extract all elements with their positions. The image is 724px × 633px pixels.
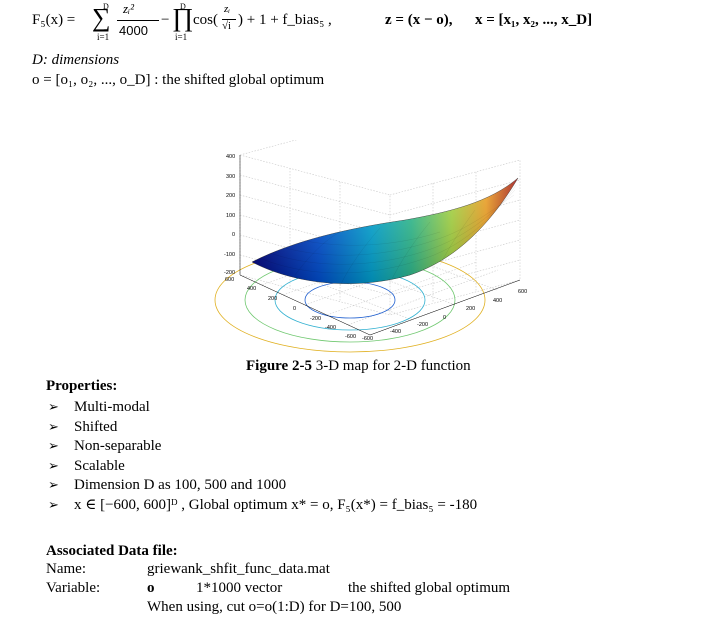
sum-bottom: i=1: [97, 32, 110, 42]
formula-lhs: F₅(x) =: [32, 12, 76, 28]
z-tick-label: -200: [224, 270, 235, 276]
figure-caption: Figure 2-5 3-D map for 2-D function: [246, 358, 471, 374]
datafile-variable-size: 1*1000 vector: [196, 580, 283, 596]
datafile-name-value: griewank_shfit_func_data.mat: [147, 561, 330, 577]
x-axis-ticks: 600 400 200 0 -200 -400 -600: [362, 289, 527, 342]
datafile-heading: Associated Data file:: [46, 543, 178, 559]
sum-symbol: ∑: [92, 3, 111, 32]
z-tick-label: 200: [226, 193, 235, 199]
minus-sign: −: [161, 12, 170, 28]
y-tick-label: -400: [325, 325, 336, 331]
y-tick-label: 600: [225, 277, 234, 283]
list-item: ➢ x ∈ [−600, 600]ᴰ , Global optimum x* = …: [48, 496, 477, 516]
z-tick-label: 0: [232, 232, 235, 238]
datafile-note: When using, cut o=o(1:D) for D=100, 500: [147, 599, 402, 615]
datafile-variable-label: Variable:: [46, 580, 101, 596]
arrow-bullet-icon: ➢: [48, 439, 59, 454]
y-tick-label: 200: [268, 296, 277, 302]
cos-numerator: zᵢ: [224, 3, 231, 15]
x-tick-label: 200: [466, 306, 475, 312]
griewank-3d-surface-figure: 400 300 200 100 0 -100 -200 600 400 200 …: [214, 140, 527, 353]
optimum-definition: o = [o₁, o₂, ..., o_D] : the shifted glo…: [32, 72, 325, 88]
frac-bar: [117, 20, 159, 21]
cos-denominator: √i: [222, 20, 232, 32]
x-tick-label: 400: [493, 298, 502, 304]
z-tick-label: 400: [226, 154, 235, 160]
properties-heading: Properties:: [46, 378, 118, 394]
prod-symbol: ∏: [172, 3, 194, 32]
list-item: ➢ Multi-modal: [48, 398, 477, 418]
arrow-bullet-icon: ➢: [48, 458, 59, 474]
prod-bottom: i=1: [175, 32, 188, 42]
list-item: ➢ Shifted: [48, 418, 477, 438]
sum-top: D: [103, 2, 109, 11]
x-tick-label: -400: [390, 329, 401, 335]
surface-mesh-lines: [259, 184, 517, 287]
list-item: ➢ Dimension D as 100, 500 and 1000: [48, 476, 477, 496]
prod-top: D: [180, 2, 186, 11]
z-tick-label: -100: [224, 252, 235, 258]
formula-tail: ) + 1 + f_bias₅ ,: [238, 12, 332, 28]
y-tick-label: -200: [310, 316, 321, 322]
list-item: ➢ Non-separable: [48, 437, 477, 457]
x-definition: x = [x₁, x₂, ..., x_D]: [475, 12, 593, 28]
x-tick-label: 0: [443, 315, 446, 321]
datafile-variable-symbol: o: [147, 580, 155, 596]
z-tick-label: 100: [226, 213, 235, 219]
x-tick-label: -200: [417, 322, 428, 328]
y-tick-label: -600: [345, 334, 356, 340]
datafile-name-label: Name:: [46, 561, 86, 577]
x-tick-label: 600: [518, 289, 527, 295]
properties-list: ➢ Multi-modal ➢ Shifted ➢ Non-separable ➢ Sc…: [48, 398, 477, 515]
x-tick-label: -600: [362, 336, 373, 342]
z-axis-ticks: 400 300 200 100 0 -100 -200: [224, 154, 235, 276]
y-tick-label: 400: [247, 286, 256, 292]
arrow-bullet-icon: ➢: [48, 478, 59, 493]
axes: [239, 155, 521, 336]
frac-denominator: 4000: [119, 23, 148, 38]
z-tick-label: 300: [226, 174, 235, 180]
arrow-bullet-icon: ➢: [48, 419, 59, 435]
arrow-bullet-icon: ➢: [48, 400, 59, 415]
cos-frac-bar: [222, 19, 236, 20]
z-definition: z = (x − o),: [385, 12, 453, 28]
y-axis-ticks: 600 400 200 0 -200 -400 -600: [225, 277, 356, 340]
cos-part: cos(: [193, 12, 218, 28]
frac-numerator: zᵢ²: [123, 1, 135, 16]
list-item: ➢ Scalable: [48, 457, 477, 477]
y-tick-label: 0: [293, 306, 296, 312]
dims-definition: D: dimensions: [32, 52, 120, 68]
arrow-bullet-icon: ➢: [48, 497, 59, 513]
datafile-variable-desc: the shifted global optimum: [348, 580, 511, 596]
